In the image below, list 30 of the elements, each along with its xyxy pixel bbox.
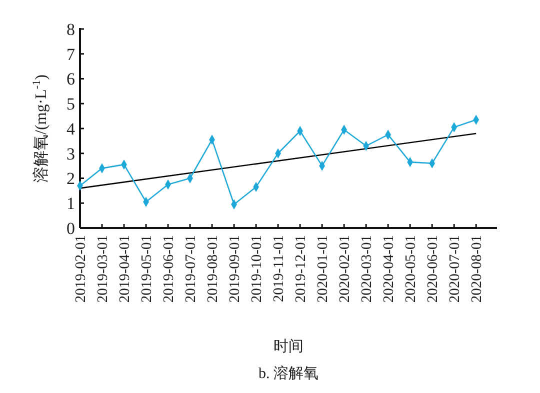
x-axis-title: 时间: [274, 338, 304, 355]
x-tick-label: 2020-04-01: [381, 235, 398, 303]
y-tick-label: 7: [66, 44, 76, 64]
y-tick-label: 2: [66, 169, 75, 188]
x-tick-label: 2019-05-01: [139, 235, 156, 303]
x-tick-label: 2020-07-01: [447, 235, 464, 303]
x-tick-label: 2020-01-01: [315, 235, 332, 303]
x-tick-label: 2019-04-01: [117, 235, 134, 303]
y-tick-label: 6: [66, 70, 75, 89]
x-tick-label: 2019-09-01: [227, 235, 244, 303]
text: b. 溶解氧: [258, 365, 318, 382]
x-tick-label: 2019-03-01: [95, 235, 112, 303]
y-tick-label: 8: [66, 20, 75, 39]
x-tick-label: 2019-07-01: [183, 235, 200, 303]
x-tick-label: 2019-08-01: [205, 235, 222, 303]
y-tick-label: 4: [66, 119, 76, 138]
x-tick-label: 2020-03-01: [359, 235, 376, 303]
y-tick-label: 3: [66, 144, 75, 164]
x-tick-label: 2019-06-01: [161, 235, 178, 303]
x-tick-label: 2019-10-01: [249, 235, 266, 303]
x-tick-label: 2020-08-01: [469, 235, 486, 303]
y-tick-label: 1: [66, 194, 75, 214]
x-tick-label: 2019-02-01: [73, 235, 90, 303]
y-tick-label: 5: [66, 94, 75, 114]
x-tick-label: 2019-11-01: [271, 235, 288, 302]
x-tick-label: 2020-06-01: [425, 235, 442, 303]
x-tick-label: 2020-02-01: [337, 235, 354, 303]
x-tick-label: 2019-12-01: [293, 235, 310, 303]
y-tick-label: 0: [66, 218, 75, 238]
x-tick-label: 2020-05-01: [403, 235, 420, 303]
